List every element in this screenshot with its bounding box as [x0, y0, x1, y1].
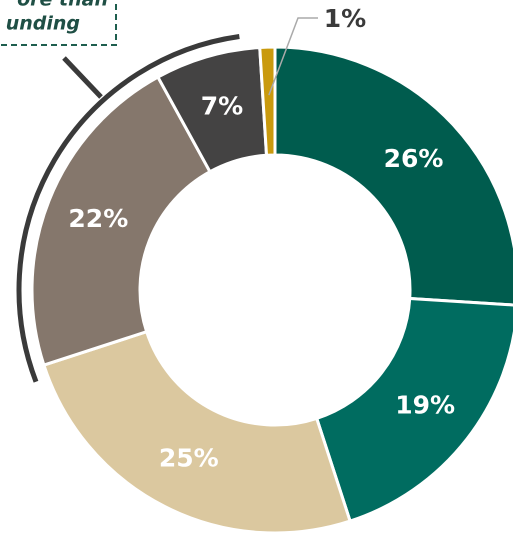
annotation-text: ore than — [17, 0, 108, 11]
donut-slice — [30, 75, 212, 367]
annotation-text: unding — [6, 13, 80, 35]
bracket-arc — [16, 34, 240, 383]
annotation-box — [0, 0, 117, 46]
data-label: 1% — [324, 4, 366, 33]
donut-slice — [314, 296, 513, 523]
data-label: 7% — [201, 92, 243, 121]
data-label: 25% — [159, 443, 219, 472]
data-label: 22% — [68, 204, 128, 233]
data-label: 19% — [395, 390, 455, 419]
donut-slice — [273, 45, 513, 307]
leader-line — [62, 56, 103, 99]
data-label: 26% — [384, 144, 444, 173]
donut-slice — [258, 45, 277, 157]
leader-line — [268, 17, 318, 96]
donut-slice — [42, 329, 352, 535]
